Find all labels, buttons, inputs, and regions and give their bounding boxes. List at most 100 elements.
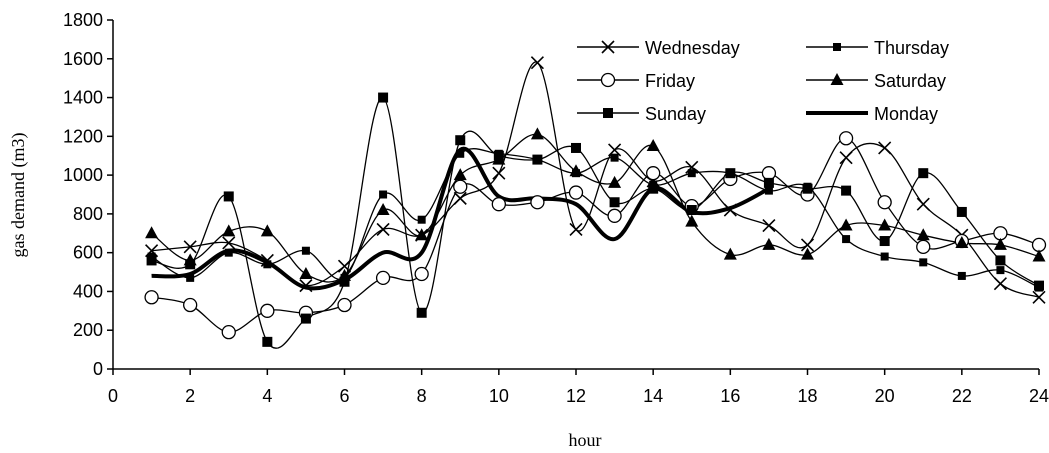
x-tick-label: 12 [566, 386, 586, 406]
point-wednesday [569, 222, 583, 236]
point-friday [993, 226, 1008, 241]
point-wednesday [993, 277, 1007, 291]
x-tick-label: 16 [720, 386, 740, 406]
point-wednesday [878, 141, 892, 155]
legend-item-thursday: Thursday [806, 38, 949, 58]
point-thursday [919, 258, 928, 267]
point-wednesday [916, 197, 930, 211]
point-friday [607, 208, 622, 223]
point-thursday [957, 271, 966, 280]
point-sunday [802, 183, 813, 194]
legend-label: Sunday [645, 104, 706, 124]
point-sunday [455, 135, 466, 146]
point-sunday [763, 177, 774, 188]
point-saturday [955, 235, 969, 248]
y-tick-label: 1800 [63, 10, 103, 30]
point-wednesday [839, 151, 853, 165]
legend-marker [600, 72, 616, 88]
point-thursday [379, 190, 388, 199]
point-saturday [222, 224, 236, 237]
point-wednesday [762, 218, 776, 233]
point-friday [877, 195, 892, 210]
x-tick-label: 10 [489, 386, 509, 406]
point-wednesday [492, 166, 506, 180]
point-friday [916, 239, 931, 255]
point-thursday [610, 153, 619, 162]
point-saturday [723, 247, 737, 260]
point-friday [221, 325, 236, 340]
point-friday [183, 297, 198, 313]
series-line-friday [151, 137, 1040, 333]
point-wednesday [530, 56, 544, 70]
y-tick-label: 400 [73, 281, 103, 301]
point-wednesday [800, 238, 815, 252]
point-saturday [916, 228, 930, 241]
point-sunday [185, 259, 196, 270]
point-saturday [878, 218, 892, 231]
point-friday [260, 303, 275, 318]
legend-item-wednesday: Wednesday [577, 38, 740, 58]
point-sunday [378, 92, 389, 103]
point-saturday [376, 203, 390, 216]
point-friday [453, 179, 468, 194]
point-wednesday [453, 191, 467, 205]
legend-label: Saturday [874, 71, 946, 91]
legend-marker [603, 108, 613, 118]
point-sunday [416, 307, 427, 318]
point-thursday [224, 248, 233, 257]
point-friday [491, 197, 506, 212]
legend-marker [833, 43, 841, 51]
point-friday [838, 131, 854, 146]
point-saturday [299, 266, 313, 279]
point-sunday [571, 142, 581, 153]
point-thursday [417, 215, 426, 224]
point-saturday [993, 237, 1007, 250]
series-line-wednesday [151, 61, 1040, 298]
legend-label: Thursday [874, 38, 949, 58]
x-tick-label: 24 [1029, 386, 1049, 406]
x-tick-label: 20 [875, 386, 895, 406]
point-wednesday [1032, 290, 1046, 304]
x-axis-title: hour [569, 430, 602, 450]
point-saturday [646, 139, 660, 152]
y-tick-label: 1200 [63, 126, 103, 146]
point-sunday [648, 183, 659, 194]
legend-item-monday: Monday [806, 104, 938, 124]
legend-item-saturday: Saturday [806, 71, 946, 91]
point-sunday [918, 168, 929, 179]
legend: Wednesday Thursday Friday Saturday Sunday Mon… [577, 38, 949, 124]
series-line-thursday [151, 148, 1040, 289]
point-saturday [415, 228, 429, 241]
point-thursday [301, 246, 310, 255]
x-tick-label: 8 [417, 386, 427, 406]
x-tick-label: 4 [262, 386, 272, 406]
point-saturday [839, 218, 853, 231]
point-friday [1031, 237, 1047, 253]
x-tick-label: 0 [108, 386, 118, 406]
point-friday [761, 166, 777, 181]
point-saturday [530, 127, 544, 140]
point-saturday [260, 224, 274, 237]
x-tick-label: 2 [185, 386, 195, 406]
point-sunday [686, 205, 697, 216]
y-tick-label: 600 [73, 243, 103, 263]
point-saturday [608, 175, 622, 188]
point-saturday [145, 226, 159, 239]
legend-marker [601, 40, 615, 54]
point-sunday [532, 154, 543, 165]
point-sunday [956, 206, 967, 217]
legend-label: Monday [874, 104, 938, 124]
point-sunday [995, 255, 1006, 266]
point-friday [646, 166, 661, 181]
y-tick-label: 0 [93, 359, 103, 379]
point-friday [144, 290, 159, 305]
point-sunday [493, 150, 504, 161]
point-saturday [569, 164, 583, 177]
point-sunday [223, 191, 234, 202]
point-saturday [801, 247, 814, 260]
series-markers [144, 56, 1047, 347]
point-thursday [996, 266, 1005, 275]
point-wednesday [183, 240, 197, 254]
point-sunday [841, 185, 852, 196]
